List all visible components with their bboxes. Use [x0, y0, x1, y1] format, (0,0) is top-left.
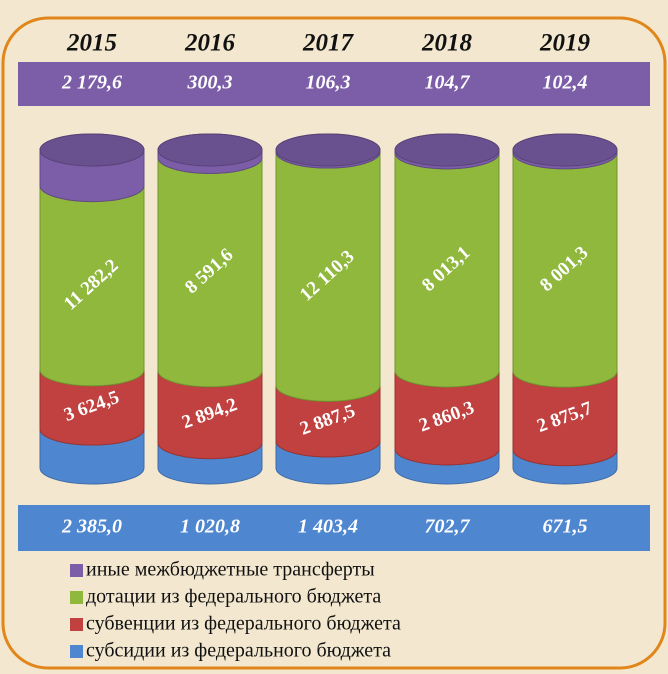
bottom-band	[18, 505, 650, 551]
segment-cap	[275, 133, 381, 167]
legend-label: иные межбюджетные трансферты	[86, 559, 375, 581]
value-label: 1 020,8	[180, 516, 240, 538]
value-label: 102,4	[543, 72, 588, 94]
top-band	[18, 62, 650, 106]
value-label: 104,7	[425, 72, 471, 94]
frame	[1, 16, 667, 670]
year-label: 2019	[539, 30, 591, 57]
legend-label: дотации из федерального бюджета	[86, 586, 381, 608]
value-label: 671,5	[543, 516, 588, 538]
legend-label: субвенции из федерального бюджета	[86, 613, 401, 635]
legend-swatch	[70, 645, 83, 658]
segment-cap	[512, 133, 618, 167]
legend-swatch	[70, 618, 83, 631]
year-label: 2017	[302, 30, 355, 57]
value-label: 1 403,4	[298, 516, 358, 538]
segment-cap	[157, 133, 263, 167]
value-label: 2 179,6	[61, 72, 122, 94]
value-label: 106,3	[306, 72, 351, 94]
year-label: 2018	[421, 30, 473, 57]
legend-swatch	[70, 591, 83, 604]
segment-cap	[394, 133, 500, 167]
value-label: 300,3	[187, 72, 233, 94]
year-label: 2015	[66, 30, 117, 57]
segment-cap	[39, 133, 145, 167]
legend-swatch	[70, 564, 83, 577]
value-label: 702,7	[425, 516, 471, 538]
legend-label: субсидии из федерального бюджета	[86, 640, 391, 662]
value-label: 2 385,0	[61, 516, 122, 538]
year-label: 2016	[184, 30, 236, 57]
